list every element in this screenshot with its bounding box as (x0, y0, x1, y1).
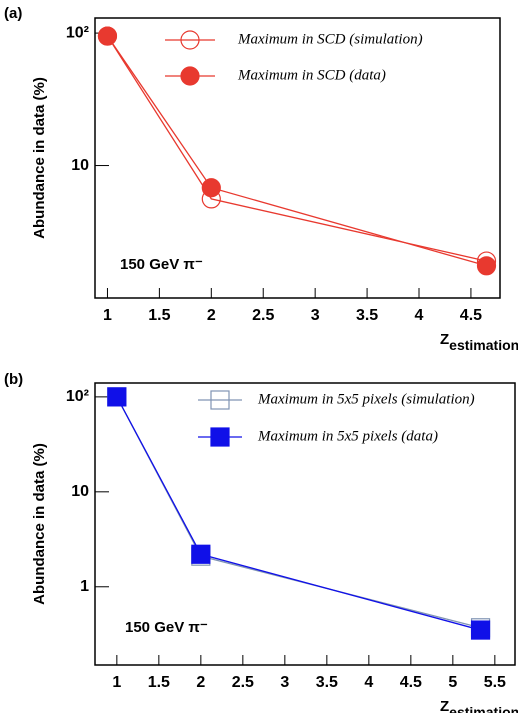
x-tick-label: 4 (415, 307, 424, 324)
y-axis-label: Abundance in data (%) (31, 443, 48, 605)
marker (191, 544, 211, 564)
x-tick-label: 1 (112, 674, 121, 691)
plot-frame (94, 382, 516, 666)
x-tick-label: 3.5 (316, 674, 338, 691)
legend-marker (210, 390, 230, 410)
marker (470, 620, 491, 640)
panel-label: (b) (4, 371, 23, 388)
x-tick-label: 2.5 (252, 307, 274, 324)
legend-label: Maximum in SCD (simulation) (237, 31, 423, 47)
y-axis-label: Abundance in data (%) (31, 77, 48, 239)
annotation: 150 GeV π⁻ (120, 256, 203, 273)
y-tick-label: 10 (71, 483, 89, 500)
x-axis-label-sub: estimation (449, 337, 518, 353)
x-tick-label: 1.5 (148, 307, 170, 324)
legend-label: Maximum in 5x5 pixels (data) (257, 428, 438, 444)
y-tick-label: 1 (80, 578, 89, 595)
x-tick-label: 2 (207, 307, 216, 324)
legend-marker (210, 427, 230, 447)
x-tick-label: 3 (280, 674, 289, 691)
marker (107, 387, 127, 407)
x-axis-label: Zestimation (440, 331, 518, 353)
x-tick-label: 1.5 (148, 674, 170, 691)
y-tick-label: 10² (66, 388, 89, 405)
x-axis-label-main: Z (440, 698, 449, 713)
x-axis-label-main: Z (440, 331, 449, 348)
x-axis-label-sub: estimation (449, 704, 518, 713)
x-tick-label: 2 (196, 674, 205, 691)
marker (97, 26, 118, 46)
x-axis-label: Zestimation (440, 698, 518, 713)
x-tick-label: 2.5 (232, 674, 254, 691)
x-tick-label: 3 (311, 307, 320, 324)
legend-marker (180, 30, 200, 50)
marker (476, 256, 497, 276)
x-tick-label: 4 (364, 674, 373, 691)
annotation: 150 GeV π⁻ (125, 619, 208, 636)
legend-marker (180, 66, 200, 86)
plot-frame (94, 17, 501, 299)
marker (201, 178, 221, 198)
x-tick-label: 4.5 (460, 307, 482, 324)
x-tick-label: 1 (103, 307, 112, 324)
panel-label: (a) (4, 5, 22, 22)
x-tick-label: 4.5 (400, 674, 422, 691)
x-tick-label: 5.5 (484, 674, 506, 691)
legend-label: Maximum in 5x5 pixels (simulation) (257, 391, 475, 407)
x-tick-label: 3.5 (356, 307, 378, 324)
y-tick-label: 10² (66, 24, 89, 41)
x-tick-label: 5 (448, 674, 457, 691)
y-tick-label: 10 (71, 157, 89, 174)
legend-label: Maximum in SCD (data) (237, 67, 386, 83)
